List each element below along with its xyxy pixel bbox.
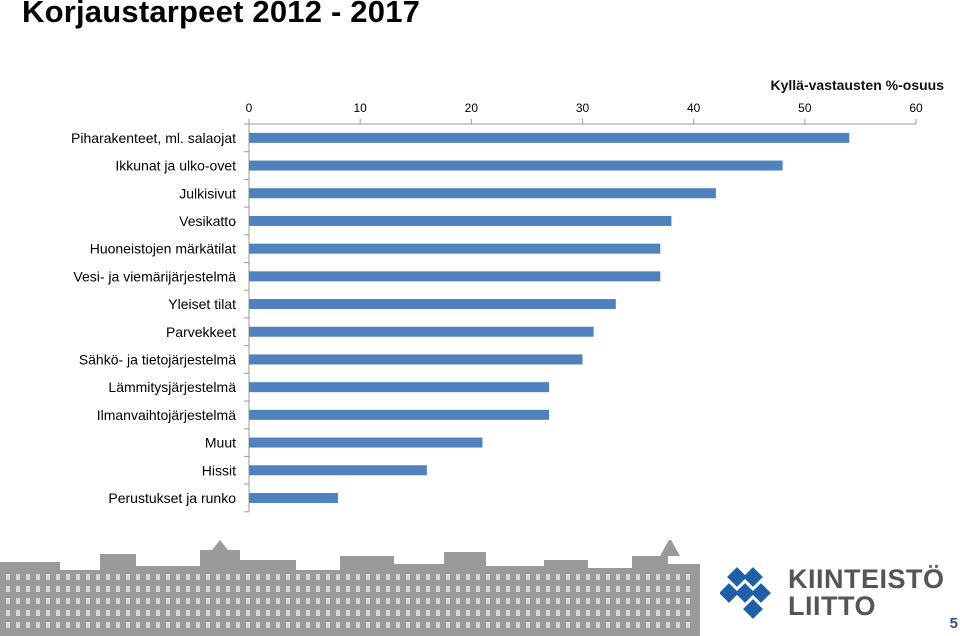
category-label: Yleiset tilat	[168, 296, 236, 312]
bar	[249, 326, 594, 337]
category-label: Piharakenteet, ml. salaojat	[71, 130, 236, 146]
chart-bars	[249, 132, 850, 503]
chart-axes	[244, 119, 917, 513]
category-label: Parvekkeet	[166, 324, 236, 340]
bar	[249, 409, 550, 420]
logo-diamond-mark	[720, 567, 771, 619]
bar	[249, 299, 616, 310]
bar	[249, 465, 427, 476]
category-labels: Piharakenteet, ml. salaojat Ikkunat ja ul…	[71, 130, 236, 506]
bar	[249, 382, 550, 393]
bar	[249, 188, 716, 199]
logo-text-line-2: LIITTO	[788, 591, 876, 621]
x-tick-label: 50	[798, 101, 812, 115]
bar	[249, 354, 583, 365]
category-label: Hissit	[202, 462, 236, 478]
bar-chart: 0 10 20 30 40 50 60 Piharakenteet, ml. salaoja…	[71, 101, 923, 513]
category-label: Julkisivut	[179, 185, 236, 201]
bar	[249, 437, 483, 448]
category-label: Ilmanvaihtojärjestelmä	[97, 407, 236, 423]
category-label: Sähkö- ja tietojärjestelmä	[79, 351, 236, 367]
category-label: Perustukset ja runko	[108, 490, 236, 506]
x-tick-labels: 0 10 20 30 40 50 60	[246, 101, 923, 115]
category-label: Muut	[205, 435, 236, 451]
category-label: Vesikatto	[179, 213, 236, 229]
category-label: Ikkunat ja ulko-ovet	[115, 158, 236, 174]
page-title: Korjaustarpeet 2012 - 2017	[22, 0, 421, 29]
x-tick-label: 0	[246, 101, 253, 115]
page-number: 5	[949, 615, 958, 632]
x-tick-label: 20	[465, 101, 479, 115]
x-tick-label: 40	[687, 101, 701, 115]
category-label: Huoneistojen märkätilat	[90, 241, 236, 257]
city-skyline-image	[0, 540, 700, 636]
bar	[249, 243, 661, 254]
x-tick-label: 10	[353, 101, 367, 115]
bar	[249, 132, 850, 143]
bar	[249, 160, 783, 171]
x-tick-label: 30	[576, 101, 590, 115]
bar	[249, 271, 661, 282]
bar	[249, 492, 338, 503]
kiinteistoliitto-logo: KIINTEISTÖ LIITTO	[720, 562, 950, 622]
logo-text-line-1: KIINTEISTÖ	[788, 564, 945, 594]
x-axis-title: Kyllä-vastausten %-osuus	[770, 77, 945, 93]
x-tick-label: 60	[909, 101, 923, 115]
category-label: Vesi- ja viemärijärjestelmä	[73, 268, 236, 284]
bar	[249, 215, 672, 226]
category-label: Lämmitysjärjestelmä	[108, 379, 236, 395]
